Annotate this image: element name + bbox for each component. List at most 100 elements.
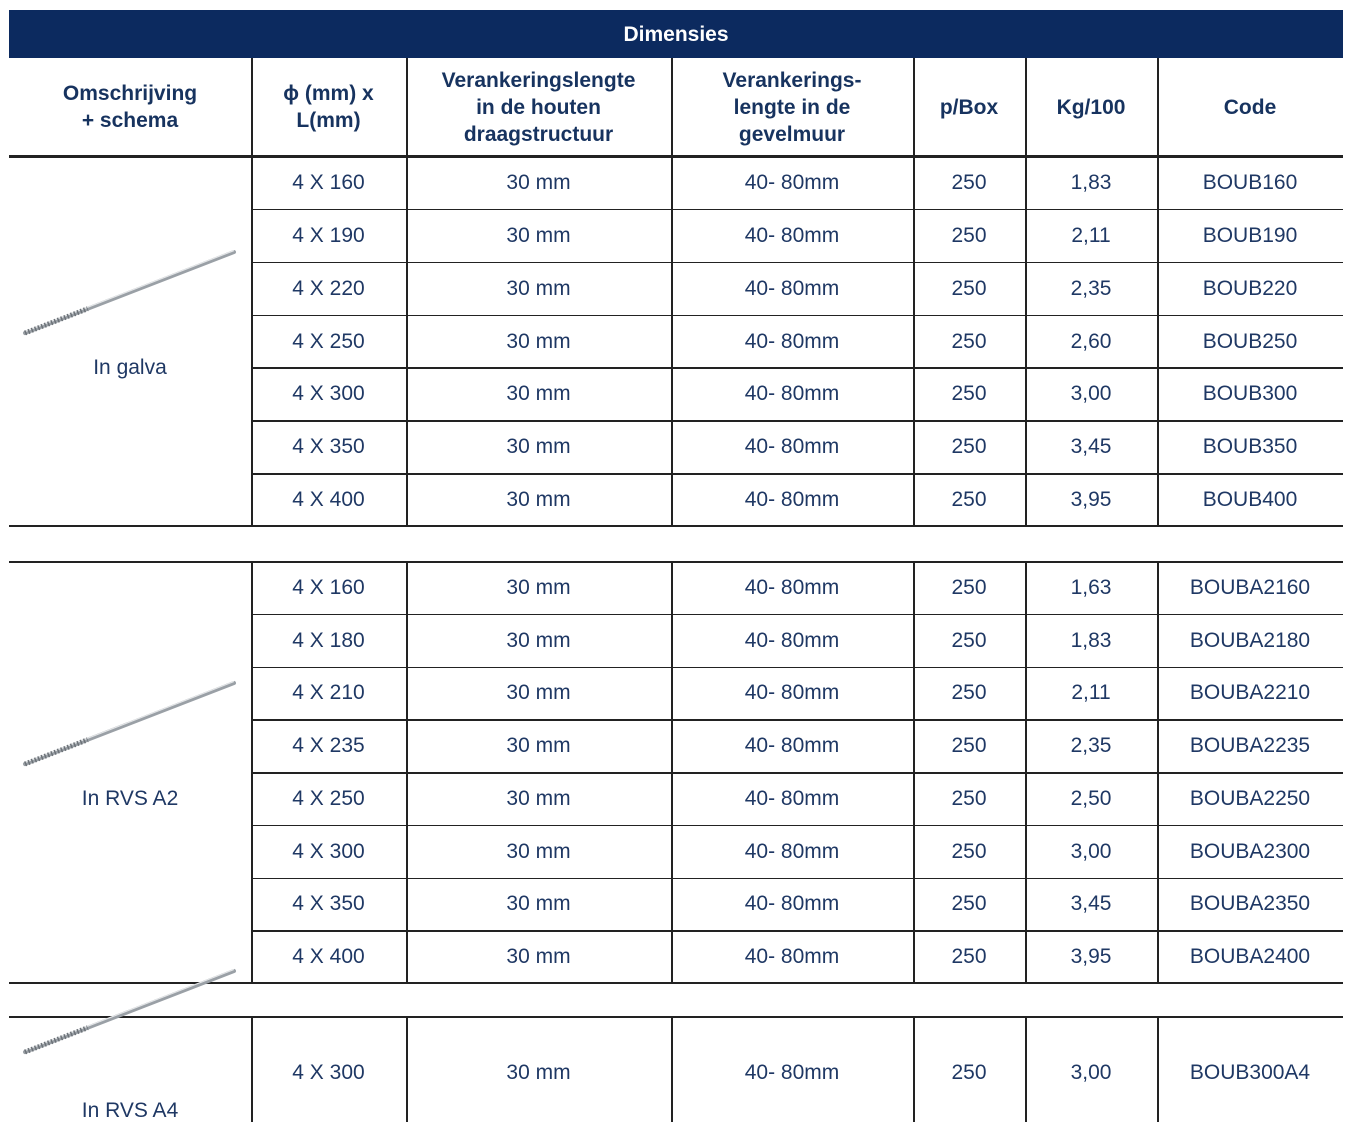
table-cell: 4 X 300	[251, 367, 406, 420]
table-cell: 30 mm	[406, 315, 671, 368]
table-cell: 40- 80mm	[671, 930, 913, 983]
table-cell: 4 X 300	[251, 1016, 406, 1122]
table-cell: 40- 80mm	[671, 315, 913, 368]
table-cell: 2,60	[1025, 315, 1157, 368]
table-cell: 30 mm	[406, 1016, 671, 1122]
table-cell: BOUBA2250	[1157, 772, 1343, 825]
table-cell: BOUBA2210	[1157, 667, 1343, 720]
table-cell: 4 X 180	[251, 614, 406, 667]
table-title: Dimensies	[9, 10, 1343, 58]
column-header: Verankerings- lengte in de gevelmuur	[671, 58, 913, 156]
table-cell: BOUB250	[1157, 315, 1343, 368]
table-cell: BOUBA2180	[1157, 614, 1343, 667]
table-cell: 250	[913, 262, 1025, 315]
column-divider	[1157, 58, 1159, 156]
column-divider	[1025, 58, 1027, 156]
table-cell: 4 X 220	[251, 262, 406, 315]
table-cell: 30 mm	[406, 262, 671, 315]
group-label: In RVS A4	[9, 1095, 251, 1122]
table-cell: 3,00	[1025, 367, 1157, 420]
table-cell: 4 X 350	[251, 420, 406, 473]
table-cell: BOUB400	[1157, 473, 1343, 526]
table-cell: 250	[913, 561, 1025, 614]
column-header: Verankeringslengte in de houten draagstr…	[406, 58, 671, 156]
table-cell: 250	[913, 878, 1025, 931]
table-cell: 4 X 400	[251, 473, 406, 526]
table-cell: 250	[913, 614, 1025, 667]
table-cell: 250	[913, 667, 1025, 720]
column-divider	[251, 58, 253, 156]
table-cell: 2,35	[1025, 262, 1157, 315]
table-cell: BOUB300	[1157, 367, 1343, 420]
table-cell: 2,11	[1025, 209, 1157, 262]
table-cell: 4 X 250	[251, 315, 406, 368]
table-cell: 40- 80mm	[671, 262, 913, 315]
table-cell: 40- 80mm	[671, 719, 913, 772]
table-cell: 30 mm	[406, 614, 671, 667]
table-cell: 30 mm	[406, 473, 671, 526]
table-cell: 40- 80mm	[671, 420, 913, 473]
table-cell: BOUBA2235	[1157, 719, 1343, 772]
table-cell: 4 X 235	[251, 719, 406, 772]
table-cell: 4 X 160	[251, 156, 406, 209]
table-cell: 40- 80mm	[671, 878, 913, 931]
table-cell: 30 mm	[406, 367, 671, 420]
table-cell: 4 X 250	[251, 772, 406, 825]
column-header: Code	[1157, 58, 1343, 156]
table-cell: BOUB300A4	[1157, 1016, 1343, 1122]
table-cell: 250	[913, 930, 1025, 983]
table-cell: 40- 80mm	[671, 209, 913, 262]
table-cell: 250	[913, 1016, 1025, 1122]
table-cell: 30 mm	[406, 420, 671, 473]
table-cell: BOUB160	[1157, 156, 1343, 209]
page: Dimensies Omschrijving + schemaϕ (mm) x …	[0, 0, 1351, 1122]
table-cell: 40- 80mm	[671, 156, 913, 209]
table-cell: 3,00	[1025, 825, 1157, 878]
group-label: In RVS A2	[9, 783, 251, 813]
table-cell: 250	[913, 473, 1025, 526]
table-cell: 30 mm	[406, 156, 671, 209]
table-cell: 40- 80mm	[671, 667, 913, 720]
table-cell: BOUBA2350	[1157, 878, 1343, 931]
table-cell: 4 X 210	[251, 667, 406, 720]
table-cell: BOUB190	[1157, 209, 1343, 262]
table-cell: 3,45	[1025, 420, 1157, 473]
table-cell: 250	[913, 825, 1025, 878]
table-cell: 250	[913, 156, 1025, 209]
table-cell: BOUB350	[1157, 420, 1343, 473]
table-cell: 30 mm	[406, 561, 671, 614]
table-cell: 250	[913, 772, 1025, 825]
table-cell: 4 X 350	[251, 878, 406, 931]
table-cell: 4 X 400	[251, 930, 406, 983]
table-cell: 40- 80mm	[671, 825, 913, 878]
table-cell: 4 X 190	[251, 209, 406, 262]
column-divider	[913, 58, 915, 156]
table-cell: 4 X 160	[251, 561, 406, 614]
table-cell: 40- 80mm	[671, 561, 913, 614]
table-cell: 40- 80mm	[671, 367, 913, 420]
table-cell: 250	[913, 367, 1025, 420]
table-cell: 30 mm	[406, 209, 671, 262]
group-label: In galva	[9, 352, 251, 382]
table-cell: 3,45	[1025, 878, 1157, 931]
table-cell: 40- 80mm	[671, 1016, 913, 1122]
table-cell: 3,95	[1025, 930, 1157, 983]
table-cell: 1,83	[1025, 614, 1157, 667]
table-cell: BOUBA2160	[1157, 561, 1343, 614]
table-cell: 30 mm	[406, 772, 671, 825]
column-header: Kg/100	[1025, 58, 1157, 156]
table-cell: 3,00	[1025, 1016, 1157, 1122]
table-cell: 40- 80mm	[671, 772, 913, 825]
table-cell: 250	[913, 719, 1025, 772]
table-cell: 30 mm	[406, 719, 671, 772]
table-cell: 250	[913, 315, 1025, 368]
column-header: Omschrijving + schema	[9, 58, 251, 156]
table-cell: 2,11	[1025, 667, 1157, 720]
table-cell: 30 mm	[406, 930, 671, 983]
table-cell: 30 mm	[406, 667, 671, 720]
table-cell: 30 mm	[406, 825, 671, 878]
table-cell: 2,35	[1025, 719, 1157, 772]
column-divider	[671, 58, 673, 156]
table-cell: 1,83	[1025, 156, 1157, 209]
table-cell: 40- 80mm	[671, 614, 913, 667]
